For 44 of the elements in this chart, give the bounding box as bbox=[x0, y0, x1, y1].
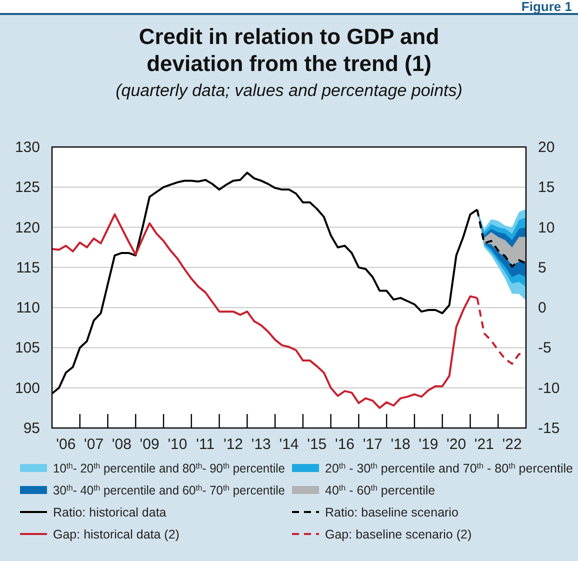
y2-tick-label: 10 bbox=[538, 219, 555, 236]
x-tick-label: '06 bbox=[56, 436, 76, 453]
caption: Figure 1 bbox=[521, 0, 572, 14]
x-tick-label: '15 bbox=[307, 436, 327, 453]
x-tick-label: '13 bbox=[251, 436, 271, 453]
x-tick-label: '20 bbox=[446, 436, 466, 453]
y-tick-label: 100 bbox=[14, 380, 40, 397]
y2-tick-label: -5 bbox=[538, 340, 552, 357]
y2-tick-label: -10 bbox=[538, 380, 560, 397]
x-tick-label: '19 bbox=[418, 436, 438, 453]
y-tick-label: 95 bbox=[23, 420, 40, 437]
x-tick-label: '16 bbox=[334, 436, 355, 453]
text: 10$^{th}$- 20$^{th}$ percentile and 80$^{th}$- 90$^{th}$ percentile bbox=[53, 461, 288, 476]
legend-label: Gap: baseline scenario (2) bbox=[325, 528, 472, 542]
y2-tick-label: 15 bbox=[538, 179, 555, 196]
y2-tick-label: -15 bbox=[538, 420, 560, 437]
x-tick-label: '17 bbox=[362, 436, 382, 453]
y2-tick-label: 5 bbox=[538, 259, 546, 276]
text: 30$^{th}$- 40$^{th}$ percentile and 60$^{th}$- 70$^{th}$ percentile bbox=[53, 483, 288, 498]
legend-label: Gap: historical data (2) bbox=[53, 528, 180, 542]
legend-label: Ratio: historical data bbox=[53, 506, 166, 520]
chart-title: Credit in relation to GDP and deviation from the trend (1) bbox=[138, 24, 440, 76]
x-tick-label: '09 bbox=[140, 436, 160, 453]
x-tick-label: '11 bbox=[196, 436, 215, 453]
y-tick-label: 115 bbox=[16, 259, 40, 276]
legend-label: 40$^{th}$ - 60$^{th}$ percentile bbox=[325, 483, 436, 498]
x-tick-label: '08 bbox=[112, 436, 132, 453]
y2-tick-label: 0 bbox=[538, 300, 546, 317]
x-tick-label: '21 bbox=[474, 436, 494, 453]
x-tick-label: '07 bbox=[84, 436, 104, 453]
x-tick-label: '10 bbox=[168, 436, 188, 453]
y2-tick-label: 20 bbox=[538, 139, 555, 156]
x-tick-label: '18 bbox=[390, 436, 410, 453]
y-tick-label: 110 bbox=[16, 300, 40, 317]
x-tick-label: '12 bbox=[223, 436, 244, 453]
y-tick-label: 130 bbox=[14, 139, 40, 156]
y-tick-label: 120 bbox=[14, 219, 40, 236]
y-tick-label: 125 bbox=[14, 179, 40, 196]
y-tick-label: 105 bbox=[14, 340, 40, 357]
legend-label: Ratio: baseline scenario bbox=[325, 506, 458, 520]
chart-subtitle: (quarterly data; values and percentage points) bbox=[116, 81, 462, 100]
text: 20$^{th}$ - 30$^{th}$ percentile and 70$^{th}$ - 80$^{th}$ percentile bbox=[325, 461, 574, 476]
x-tick-label: '14 bbox=[279, 436, 299, 453]
x-tick-label: '22 bbox=[502, 436, 522, 453]
